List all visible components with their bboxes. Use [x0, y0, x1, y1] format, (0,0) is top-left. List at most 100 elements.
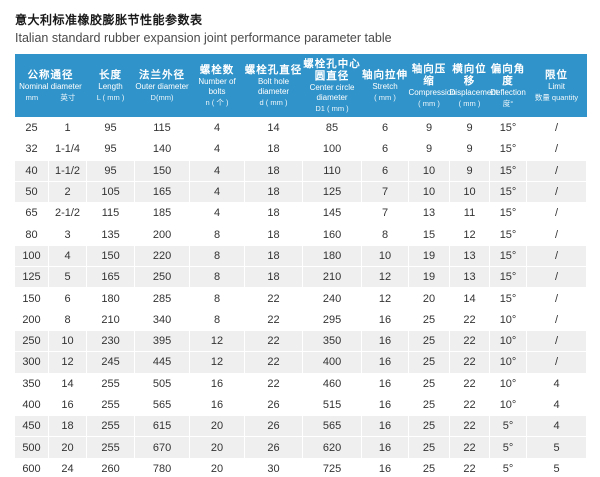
table-cell: 1-1/4	[47, 138, 88, 161]
table-cell: 25	[408, 372, 451, 395]
table-cell: 10°	[489, 372, 528, 395]
table-cell: /	[526, 138, 588, 161]
table-cell: 250	[14, 329, 49, 353]
table-cell: /	[526, 266, 588, 289]
table-header: 公称通径 Nominal diameter mm 英寸 长度 Length L ( mm )…	[14, 54, 587, 118]
table-cell: 295	[302, 308, 363, 331]
table-cell: 16	[189, 372, 246, 395]
table-cell: 22	[449, 329, 491, 353]
table-cell: 16	[189, 393, 246, 417]
table-cell: 22	[244, 308, 304, 331]
table-cell: 9	[449, 159, 491, 182]
table-cell: 400	[302, 351, 363, 374]
table-cell: 200	[14, 308, 49, 331]
table-cell: /	[526, 180, 588, 204]
table-cell: /	[526, 351, 588, 374]
table-header-row: 公称通径 Nominal diameter mm 英寸 长度 Length L ( mm )…	[14, 54, 587, 118]
page-title: 意大利标准橡胶膨胀节性能参数表	[15, 13, 203, 27]
table-cell: 18	[244, 159, 304, 182]
table-cell: 18	[244, 244, 304, 268]
table-cell: 450	[14, 415, 49, 438]
table-cell: 25	[14, 116, 49, 140]
table-cell: 1	[47, 116, 88, 140]
table-cell: 210	[86, 308, 136, 331]
table-cell: 4	[189, 180, 246, 204]
table-cell: 20	[408, 287, 451, 310]
table-cell: 9	[449, 116, 491, 140]
table-cell: 22	[449, 351, 491, 374]
table-cell: 125	[302, 180, 363, 204]
table-header-cell: 轴向拉伸 Stretch( mm )	[361, 54, 409, 118]
table-row: 200 8 210 340 8 22 295 16 25 22 10° /	[14, 308, 588, 331]
table-cell: 6	[361, 138, 410, 161]
table-cell: 19	[408, 266, 451, 289]
table-cell: 15°	[489, 116, 528, 140]
table-cell: 245	[86, 351, 136, 374]
table-row: 450 18 255 615 20 26 565 16 25 22 5° 4	[14, 415, 588, 438]
table-cell: 185	[134, 202, 191, 225]
table-cell: 22	[449, 393, 491, 417]
table-cell: 22	[449, 457, 491, 477]
table-cell: 16	[361, 308, 410, 331]
table-row: 300 12 245 445 12 22 400 16 25 22 10° /	[14, 351, 588, 374]
table-cell: 18	[244, 138, 304, 161]
table-cell: 25	[408, 351, 451, 374]
table-cell: 340	[134, 308, 191, 331]
table-row: 65 2-1/2 115 185 4 18 145 7 13 11 15° /	[14, 202, 588, 225]
table-header-cell: 法兰外径 Outer diameter D(mm)	[134, 54, 190, 118]
table-row: 600 24 260 780 20 30 725 16 25 22 5° 5	[14, 457, 588, 477]
table-cell: 19	[408, 244, 451, 268]
table-header-cell: 轴向压缩 Compression( mm )	[408, 54, 456, 118]
table-cell: 110	[302, 159, 363, 182]
table-cell: 445	[134, 351, 191, 374]
table-cell: 725	[302, 457, 363, 477]
table-cell: 9	[408, 116, 451, 140]
table-cell: 12	[47, 351, 88, 374]
table-cell: 4	[189, 202, 246, 225]
table-cell: 13	[449, 266, 491, 289]
table-cell: 255	[86, 436, 136, 459]
table-row: 500 20 255 670 20 26 620 16 25 22 5° 5	[14, 436, 588, 459]
table-cell: 95	[86, 138, 136, 161]
table-cell: 18	[244, 223, 304, 246]
table-cell: 25	[408, 436, 451, 459]
table-cell: 4	[189, 116, 246, 140]
table-cell: 125	[14, 266, 49, 289]
table-cell: 11	[449, 202, 491, 225]
table-header-cell: 偏向角度 Deflection 度°	[489, 54, 527, 118]
table-cell: 22	[244, 329, 304, 353]
table-cell: 12	[449, 223, 491, 246]
table-cell: 18	[47, 415, 88, 438]
table-cell: /	[526, 202, 588, 225]
table-cell: 22	[449, 415, 491, 438]
table-cell: 24	[47, 457, 88, 477]
table-cell: 15	[408, 223, 451, 246]
table-header-cell: 螺栓孔直径 Bolt hole diameter d ( mm )	[244, 54, 303, 118]
table-header-cell: 限位 Limit 数量 quantity	[526, 54, 587, 118]
table-cell: /	[526, 159, 588, 182]
table-header-cell: 螺栓孔中心圆直径 Center circle diameter D1 ( mm )	[302, 54, 362, 118]
table-cell: 13	[449, 244, 491, 268]
table-cell: 615	[134, 415, 191, 438]
table-cell: 8	[189, 308, 246, 331]
table-cell: 7	[361, 202, 410, 225]
table-cell: 10	[47, 329, 88, 353]
table-cell: 4	[526, 372, 588, 395]
table-cell: 10	[408, 180, 451, 204]
table-cell: 32	[14, 138, 49, 161]
table-cell: 22	[244, 287, 304, 310]
table-cell: 300	[14, 351, 49, 374]
table-cell: 14	[449, 287, 491, 310]
table-cell: 5°	[489, 436, 528, 459]
table-cell: 50	[14, 180, 49, 204]
table-cell: 16	[361, 436, 410, 459]
table-cell: 150	[86, 244, 136, 268]
table-cell: 150	[134, 159, 191, 182]
table-cell: 25	[408, 393, 451, 417]
table-cell: 14	[47, 372, 88, 395]
table-cell: 22	[449, 436, 491, 459]
table-cell: 600	[14, 457, 49, 477]
table-cell: 12	[361, 266, 410, 289]
table-cell: 25	[408, 457, 451, 477]
table-cell: 5°	[489, 415, 528, 438]
